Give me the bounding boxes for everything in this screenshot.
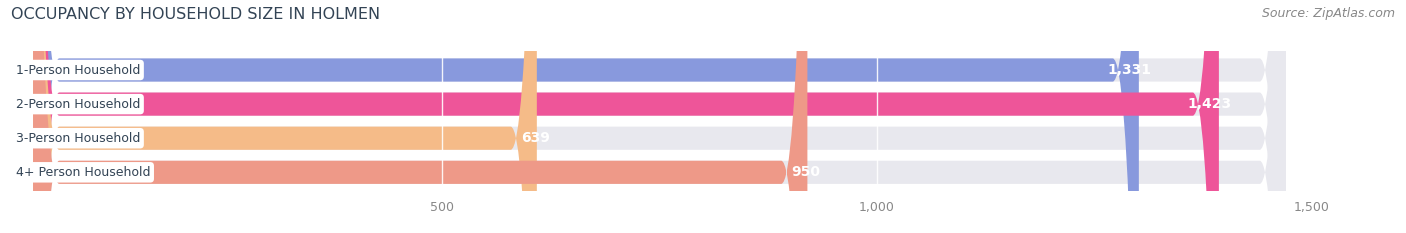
Text: 3-Person Household: 3-Person Household	[15, 132, 141, 145]
Text: 4+ Person Household: 4+ Person Household	[15, 166, 150, 179]
FancyBboxPatch shape	[34, 0, 1219, 233]
FancyBboxPatch shape	[34, 0, 1286, 233]
FancyBboxPatch shape	[34, 0, 807, 233]
Text: 2-Person Household: 2-Person Household	[15, 98, 141, 111]
Text: Source: ZipAtlas.com: Source: ZipAtlas.com	[1261, 7, 1395, 20]
Text: 1,331: 1,331	[1108, 63, 1152, 77]
Text: 1,423: 1,423	[1188, 97, 1232, 111]
FancyBboxPatch shape	[34, 0, 1286, 233]
Text: OCCUPANCY BY HOUSEHOLD SIZE IN HOLMEN: OCCUPANCY BY HOUSEHOLD SIZE IN HOLMEN	[11, 7, 381, 22]
FancyBboxPatch shape	[34, 0, 1286, 233]
FancyBboxPatch shape	[34, 0, 1139, 233]
FancyBboxPatch shape	[34, 0, 537, 233]
Text: 950: 950	[792, 165, 821, 179]
FancyBboxPatch shape	[34, 0, 1286, 233]
Text: 639: 639	[522, 131, 550, 145]
Text: 1-Person Household: 1-Person Household	[15, 64, 141, 76]
